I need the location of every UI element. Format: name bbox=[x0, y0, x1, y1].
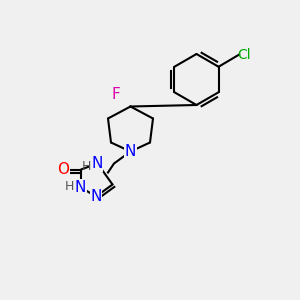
Text: Cl: Cl bbox=[238, 48, 251, 62]
Text: N: N bbox=[90, 189, 102, 204]
Text: O: O bbox=[57, 162, 69, 177]
Text: H: H bbox=[65, 179, 74, 193]
Text: H: H bbox=[81, 160, 91, 173]
Text: N: N bbox=[91, 156, 103, 171]
Text: N: N bbox=[125, 144, 136, 159]
Text: F: F bbox=[111, 87, 120, 102]
Text: N: N bbox=[75, 180, 86, 195]
